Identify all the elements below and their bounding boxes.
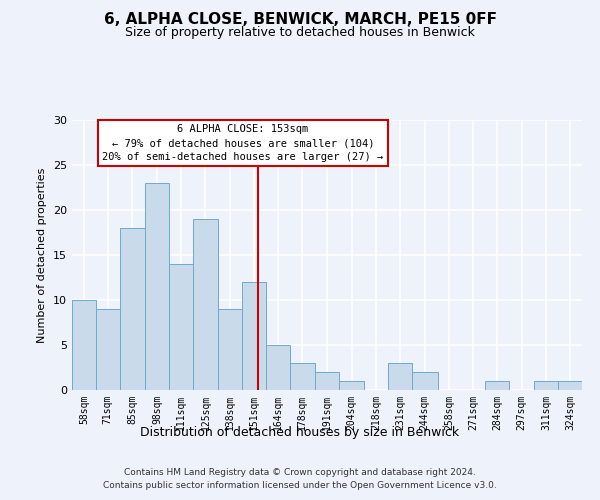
Bar xyxy=(266,345,290,390)
Bar xyxy=(218,309,242,390)
Text: Contains public sector information licensed under the Open Government Licence v3: Contains public sector information licen… xyxy=(103,480,497,490)
Bar xyxy=(315,372,339,390)
Text: Size of property relative to detached houses in Benwick: Size of property relative to detached ho… xyxy=(125,26,475,39)
Bar xyxy=(72,300,96,390)
Bar xyxy=(388,363,412,390)
Bar xyxy=(169,264,193,390)
Bar xyxy=(412,372,437,390)
Y-axis label: Number of detached properties: Number of detached properties xyxy=(37,168,47,342)
Text: 6, ALPHA CLOSE, BENWICK, MARCH, PE15 0FF: 6, ALPHA CLOSE, BENWICK, MARCH, PE15 0FF xyxy=(104,12,497,28)
Bar xyxy=(485,381,509,390)
Bar xyxy=(290,363,315,390)
Bar xyxy=(145,183,169,390)
Bar xyxy=(96,309,119,390)
Text: 6 ALPHA CLOSE: 153sqm
← 79% of detached houses are smaller (104)
20% of semi-det: 6 ALPHA CLOSE: 153sqm ← 79% of detached … xyxy=(102,124,383,162)
Bar xyxy=(558,381,582,390)
Bar xyxy=(535,381,558,390)
Bar xyxy=(242,282,266,390)
Text: Distribution of detached houses by size in Benwick: Distribution of detached houses by size … xyxy=(140,426,460,439)
Text: Contains HM Land Registry data © Crown copyright and database right 2024.: Contains HM Land Registry data © Crown c… xyxy=(124,468,476,477)
Bar xyxy=(119,228,145,390)
Bar xyxy=(339,381,364,390)
Bar xyxy=(193,219,218,390)
